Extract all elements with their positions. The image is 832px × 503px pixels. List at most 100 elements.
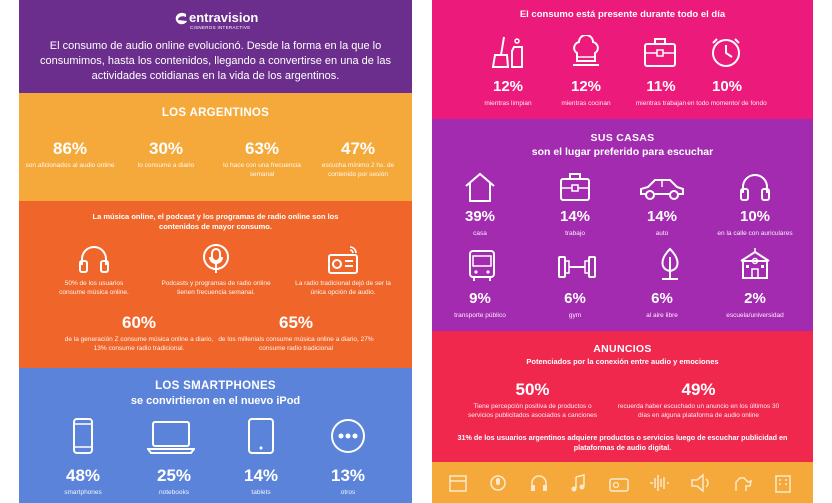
building-icon (775, 475, 791, 493)
smartphones-section: LOS SMARTPHONES se convirtieron en el nu… (19, 368, 412, 503)
consumo-stat: 12% mientras cocinan (546, 77, 626, 109)
clock-icon (712, 38, 740, 67)
consumo-stat-value: 12% (570, 78, 602, 95)
argentinos-stat-value: 47% (340, 139, 376, 158)
device-stat-value: 48% (65, 466, 101, 485)
device-stat-caption: smartphones (64, 489, 102, 496)
speaker-icon (691, 473, 709, 493)
radio-icon (328, 246, 358, 274)
casa-stat-caption: gym (568, 312, 582, 319)
anuncio-stat: 50% Tiene percepción positiva de product… (460, 380, 605, 420)
consumo-stat: 11% mientras trabajan (621, 77, 701, 109)
argentinos-stat-caption: lo consume a diario (137, 162, 195, 169)
device-stat-value: 14% (243, 466, 279, 485)
consumo-title: El consumo está presente durante todo el… (519, 9, 726, 20)
musica-stat: 65% de los millenials consume música onl… (216, 313, 376, 353)
brand-logo: entravision CISNEROS INTERACTIVE (174, 10, 264, 32)
headphones-icon (740, 174, 770, 201)
intro-section: entravision CISNEROS INTERACTIVE El cons… (19, 0, 412, 93)
argentinos-stat-value: 30% (148, 139, 184, 158)
argentinos-stat: 63% lo hace con una frecuencia semanal (217, 139, 307, 179)
anuncio-stat-value: 50% (515, 380, 550, 399)
intro-text: El consumo de audio online evolucionó. D… (40, 40, 391, 82)
argentinos-stat-caption: son aficionados al audio online (25, 162, 115, 169)
dog-icon (735, 477, 752, 491)
argentinos-stat-caption: lo hace con una frecuencia semanal (223, 162, 301, 178)
casa-stat-value: 9% (469, 290, 491, 307)
smartphones-title: LOS SMARTPHONES (155, 380, 276, 392)
casas-subtitle: son el lugar preferido para escuchar (531, 146, 714, 158)
device-stat-caption: notebooks (159, 489, 189, 496)
infographic-right: El consumo está presente durante todo el… (432, 0, 813, 503)
device-stat: 25% notebooks (129, 466, 219, 498)
device-stat: 13% otros (303, 466, 393, 498)
musica-item: 50% de los usuarios consume música onlin… (39, 243, 149, 297)
casa-stat-caption: casa (473, 230, 487, 237)
argentinos-stat: 47% escucha mínimo 2 hs. de contenido por… (313, 139, 403, 179)
house-icon (465, 172, 495, 202)
casa-stat-caption: en la calle con auriculares (717, 230, 793, 237)
argentinos-stat-caption: escucha mínimo 2 hs. de contenido por se… (321, 162, 395, 178)
casa-stat: 9% transporte público (440, 289, 520, 321)
radio-icon (609, 478, 629, 492)
musica-stat-value: 60% (121, 313, 157, 332)
more-dots-icon (331, 419, 365, 453)
argentinos-section: LOS ARGENTINOS 86% son aficionados al aud… (19, 93, 412, 201)
anuncio-stat: 49% recuerda haber escuchado un anuncio … (616, 380, 781, 420)
casas-title: SUS CASAS (590, 132, 655, 144)
casa-stat: 14% trabajo (535, 207, 615, 239)
smartphone-icon (73, 418, 93, 454)
bus-icon (469, 250, 495, 281)
casa-stat-value: 14% (646, 208, 678, 225)
musica-item-caption: Podcasts y programas de radio online tie… (161, 280, 271, 296)
argentinos-stat-value: 86% (52, 139, 88, 158)
podcast-mic-icon (203, 244, 229, 273)
musica-stat: 60% de la generación Z consume música on… (59, 313, 219, 353)
tree-icon (661, 247, 679, 280)
argentinos-stat-value: 63% (244, 139, 280, 158)
casa-stat-value: 14% (559, 208, 591, 225)
anuncios-title: ANUNCIOS (593, 343, 652, 355)
device-stat-value: 25% (156, 466, 192, 485)
casa-stat-value: 2% (744, 290, 766, 307)
anuncio-stat-value: 49% (681, 380, 716, 399)
musica-item-caption: La radio tradicional dejó de ser la únic… (295, 280, 391, 296)
musica-stat-value: 65% (278, 313, 314, 332)
musica-stat-caption: de la generación Z consume música online… (64, 336, 214, 352)
casa-stat-caption: trabajo (565, 230, 585, 237)
chef-hat-icon (573, 35, 599, 66)
footer-icons (449, 473, 791, 493)
car-icon (640, 179, 684, 200)
device-stat-value: 13% (330, 466, 366, 485)
consumo-stat-value: 10% (711, 78, 743, 95)
briefcase-icon (560, 173, 590, 201)
anuncio-stat-caption: recuerda haber escuchado un anuncio en l… (617, 403, 780, 419)
musica-item: La radio tradicional dejó de ser la únic… (287, 243, 399, 297)
podcast-icon (490, 475, 506, 491)
consumo-stat-caption: mientras limpian (484, 100, 532, 107)
casa-stat-value: 6% (564, 290, 586, 307)
argentinos-stat: 86% son aficionados al audio online (25, 139, 115, 171)
anuncios-subtitle: Potenciados por la conexión entre audio … (526, 357, 719, 366)
casa-stat-caption: auto (655, 230, 669, 237)
smartphones-subtitle: se convirtieron en el nuevo iPod (130, 395, 301, 407)
casa-stat-value: 39% (464, 208, 496, 225)
school-icon (740, 248, 770, 279)
briefcase-icon (644, 38, 676, 67)
casas-section: SUS CASAS son el lugar preferido para es… (432, 119, 813, 331)
device-stat: 48% smartphones (38, 466, 128, 498)
device-stat: 14% tablets (216, 466, 306, 498)
device-stat-caption: tablets (251, 489, 271, 496)
anuncios-footer: 31% de los usuarios argentinos adquiere … (457, 433, 788, 452)
argentinos-title: LOS ARGENTINOS (161, 107, 270, 119)
musica-heading: La música online, el podcast y los progr… (92, 212, 339, 231)
casa-stat-value: 10% (739, 208, 771, 225)
consumo-stat-value: 12% (492, 78, 524, 95)
brand-name: entravision (189, 10, 259, 25)
casa-stat: 2% escuela/universidad (715, 289, 795, 321)
musica-section: La música online, el podcast y los progr… (19, 201, 412, 368)
calendar-icon (449, 475, 467, 492)
consumo-stat-caption: en todo momento/ de fondo (687, 100, 767, 107)
music-note-icon (571, 474, 585, 492)
entravision-logo-icon (175, 12, 187, 25)
